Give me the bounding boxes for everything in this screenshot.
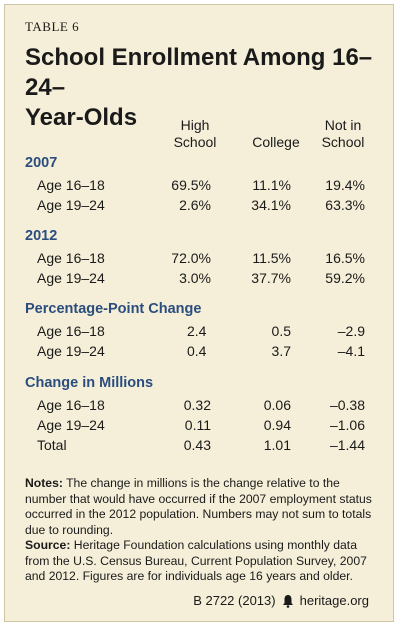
row-label: Age 16–18 — [37, 397, 105, 413]
notes-block: Notes: The change in millions is the cha… — [25, 476, 381, 585]
cell-high-school: 2.4 — [187, 323, 207, 339]
row-label: Age 19–24 — [37, 197, 105, 213]
notes-text: The change in millions is the change rel… — [25, 476, 372, 537]
table-row: Total 0.43 1.01 –1.44 — [5, 437, 395, 457]
row-label: Age 19–24 — [37, 270, 105, 286]
cell-high-school: 0.4 — [187, 343, 207, 359]
cell-high-school: 0.43 — [183, 437, 211, 453]
citation: B 2722 (2013) — [193, 593, 276, 608]
site-link[interactable]: heritage.org — [299, 593, 369, 608]
cell-not-in-school: 19.4% — [325, 177, 365, 193]
table-row: Age 16–18 2.4 0.5 –2.9 — [5, 323, 395, 343]
cell-college: 0.94 — [263, 417, 291, 433]
bell-icon — [282, 594, 293, 608]
row-label: Total — [37, 437, 67, 453]
cell-not-in-school: –4.1 — [337, 343, 365, 359]
column-header-not-in-school-line-1: Not in — [324, 117, 362, 133]
cell-college: 1.01 — [263, 437, 291, 453]
cell-college: 0.5 — [271, 323, 291, 339]
section-heading-2007: 2007 — [25, 155, 58, 171]
title-line-1: School Enrollment Among 16–24– — [25, 44, 373, 101]
cell-not-in-school: –1.06 — [329, 417, 365, 433]
table-card: TABLE 6 School Enrollment Among 16–24– Y… — [4, 4, 394, 622]
cell-not-in-school: 59.2% — [325, 270, 365, 286]
cell-high-school: 72.0% — [171, 250, 211, 266]
cell-college: 37.7% — [251, 270, 291, 286]
row-label: Age 19–24 — [37, 417, 105, 433]
column-header-high-school: High School — [155, 117, 235, 151]
section-heading-change-in-millions: Change in Millions — [25, 375, 154, 391]
cell-college: 11.1% — [252, 177, 291, 193]
footer: B 2722 (2013) heritage.org — [193, 593, 369, 608]
table-label: TABLE 6 — [25, 19, 80, 34]
cell-not-in-school: 63.3% — [325, 197, 365, 213]
table-row: Age 19–24 0.4 3.7 –4.1 — [5, 343, 395, 363]
page-title: School Enrollment Among 16–24– Year-Olds — [25, 43, 375, 133]
cell-college: 3.7 — [271, 343, 291, 359]
row-label: Age 16–18 — [37, 250, 105, 266]
source-label: Source: — [25, 538, 71, 552]
table-row: Age 16–18 72.0% 11.5% 16.5% — [5, 250, 395, 270]
cell-college: 34.1% — [251, 197, 291, 213]
cell-college: 0.06 — [263, 397, 291, 413]
column-header-college: College — [252, 134, 300, 150]
cell-high-school: 0.11 — [184, 417, 211, 433]
column-header-high-school-line-2: School — [173, 134, 217, 150]
cell-not-in-school: –1.44 — [329, 437, 365, 453]
column-header-high-school-line-1: High — [180, 117, 210, 133]
cell-high-school: 0.32 — [183, 397, 211, 413]
table-row: Age 19–24 3.0% 37.7% 59.2% — [5, 270, 395, 290]
table-row: Age 19–24 2.6% 34.1% 63.3% — [5, 197, 395, 217]
cell-high-school: 2.6% — [179, 197, 211, 213]
notes-paragraph: Notes: The change in millions is the cha… — [25, 476, 381, 538]
table-row: Age 16–18 69.5% 11.1% 19.4% — [5, 177, 395, 197]
section-heading-percentage-point-change: Percentage-Point Change — [25, 301, 202, 317]
cell-college: 11.5% — [252, 250, 291, 266]
row-label: Age 16–18 — [37, 323, 105, 339]
row-label: Age 19–24 — [37, 343, 105, 359]
notes-label: Notes: — [25, 476, 63, 490]
column-header-not-in-school-line-2: School — [321, 134, 365, 150]
section-heading-2012: 2012 — [25, 228, 58, 244]
cell-high-school: 3.0% — [179, 270, 211, 286]
source-text: Heritage Foundation calculations using m… — [25, 538, 367, 583]
cell-not-in-school: –0.38 — [329, 397, 365, 413]
row-label: Age 16–18 — [37, 177, 105, 193]
table-row: Age 19–24 0.11 0.94 –1.06 — [5, 417, 395, 437]
cell-not-in-school: 16.5% — [325, 250, 365, 266]
cell-not-in-school: –2.9 — [337, 323, 365, 339]
column-header-not-in-school: Not in School — [303, 117, 383, 151]
cell-high-school: 69.5% — [171, 177, 211, 193]
title-line-2: Year-Olds — [25, 104, 138, 131]
table-row: Age 16–18 0.32 0.06 –0.38 — [5, 397, 395, 417]
source-paragraph: Source: Heritage Foundation calculations… — [25, 538, 381, 585]
